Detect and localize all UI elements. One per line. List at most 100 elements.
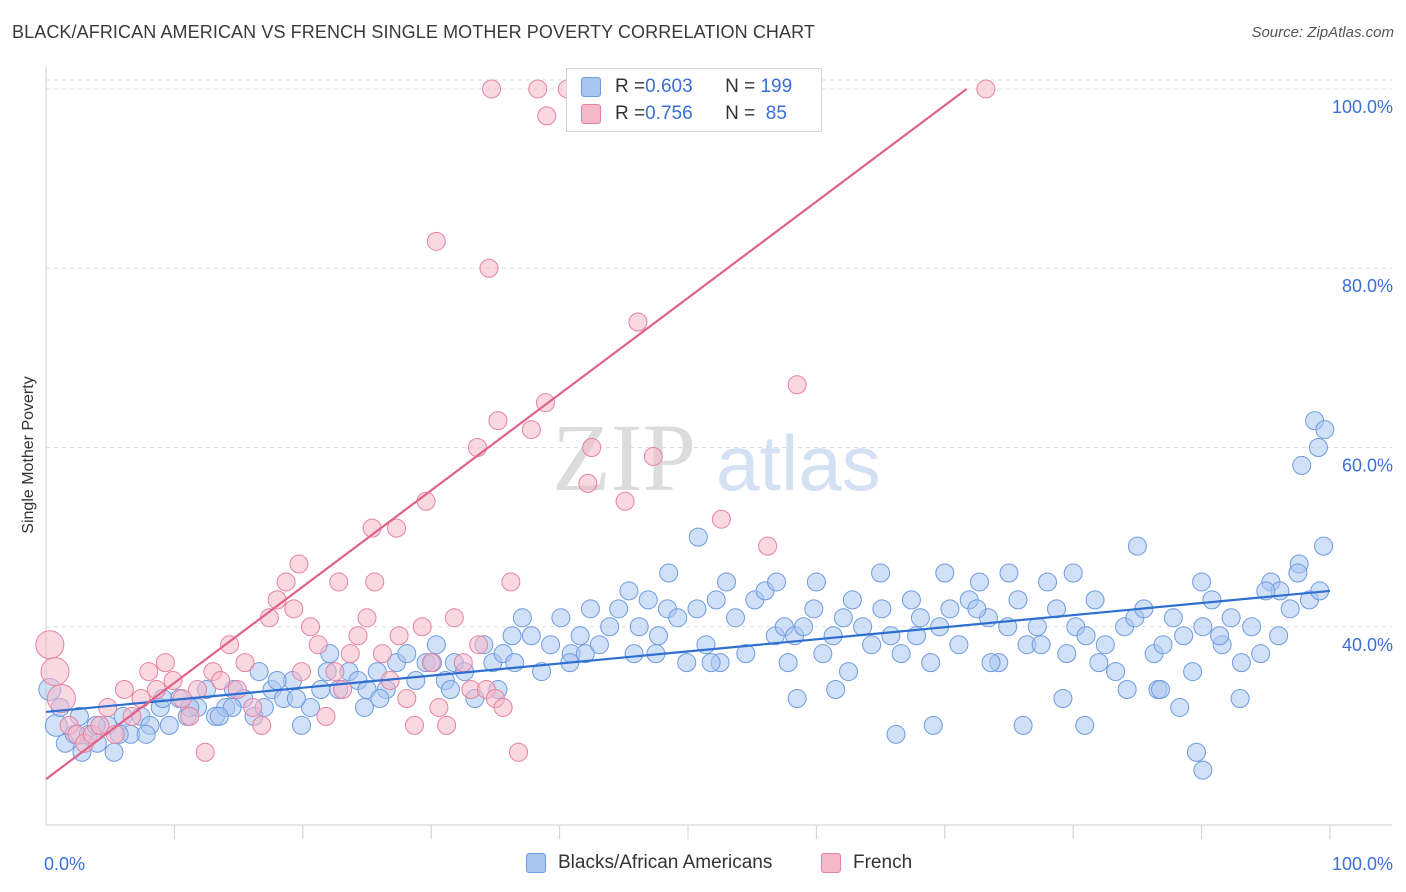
french-point — [482, 79, 502, 99]
french-point — [195, 742, 215, 762]
french-point — [628, 312, 648, 332]
french-point — [163, 671, 183, 691]
french-point — [139, 662, 159, 682]
blacks-point — [1075, 715, 1095, 735]
french-point — [289, 554, 309, 574]
french-point — [220, 635, 240, 655]
french-point — [365, 572, 385, 592]
french-point — [537, 106, 557, 126]
french-point — [429, 697, 449, 717]
french-point — [509, 742, 529, 762]
blacks-point — [688, 527, 708, 547]
blacks-point — [1008, 590, 1028, 610]
french-point — [340, 644, 360, 664]
r-label: R = — [615, 76, 646, 97]
stats-row-blacks: R = 0.603 N = 199 — [581, 74, 792, 100]
blacks-point — [1314, 536, 1334, 556]
blacks-point — [301, 697, 321, 717]
blacks-point — [286, 688, 306, 708]
blacks-point — [659, 563, 679, 583]
blacks-point — [1047, 599, 1067, 619]
blacks-point — [1210, 626, 1230, 646]
blacks-point — [1193, 760, 1213, 780]
blacks-point — [426, 635, 446, 655]
blacks-point — [1076, 626, 1096, 646]
r-label: R = — [615, 103, 646, 124]
blacks-point — [624, 644, 644, 664]
french-point — [348, 626, 368, 646]
blacks-point — [910, 608, 930, 628]
blacks-point — [717, 572, 737, 592]
french-point — [421, 653, 441, 673]
r-value: 0.756 — [645, 103, 693, 124]
french-point — [325, 662, 345, 682]
blacks-point — [629, 617, 649, 637]
blacks-point — [940, 599, 960, 619]
french-point — [405, 715, 425, 735]
blacks-point — [921, 653, 941, 673]
french-point — [387, 518, 407, 538]
blacks-point — [826, 680, 846, 700]
blacks-point — [580, 599, 600, 619]
watermark: ZIP atlas — [552, 404, 881, 511]
french-point — [467, 438, 487, 457]
blacks-point — [249, 662, 269, 682]
blacks-point — [1251, 644, 1271, 664]
french-point — [412, 617, 432, 637]
blacks-point — [1038, 572, 1058, 592]
pink-swatch — [581, 104, 601, 124]
blacks-point — [1231, 653, 1251, 673]
blue-swatch — [526, 853, 546, 873]
french-point — [357, 608, 377, 628]
legend-label: Blacks/African Americans — [558, 852, 773, 873]
blacks-point — [1256, 581, 1276, 601]
french-point — [488, 411, 508, 431]
blacks-point — [1192, 572, 1212, 592]
blacks-point — [1269, 626, 1289, 646]
blacks-point — [778, 653, 798, 673]
blacks-point — [1183, 662, 1203, 682]
blacks-point — [1117, 680, 1137, 700]
watermark-atlas: atlas — [716, 419, 881, 507]
y-tick-label: 100.0% — [1332, 97, 1393, 117]
french-point — [437, 715, 457, 735]
blacks-point — [600, 617, 620, 637]
french-point — [308, 635, 328, 655]
blacks-point — [999, 563, 1019, 583]
blacks-point — [949, 635, 969, 655]
data-points — [35, 79, 1335, 780]
blacks-point — [541, 635, 561, 655]
french-point — [276, 572, 296, 592]
blacks-point — [1193, 617, 1213, 637]
blacks-point — [891, 644, 911, 664]
french-point — [453, 653, 473, 673]
blacks-point — [1013, 715, 1033, 735]
tick-labels: 40.0% 60.0% 80.0% 100.0% 0.0% 100.0% — [44, 97, 1393, 874]
blacks-point — [311, 680, 331, 700]
blacks-point — [1221, 608, 1241, 628]
blacks-point — [1174, 626, 1194, 646]
french-point — [711, 509, 731, 529]
blacks-point — [981, 653, 1001, 673]
blacks-point — [1106, 662, 1126, 682]
blacks-point — [609, 599, 629, 619]
blacks-point — [1170, 697, 1190, 717]
pink-swatch — [821, 853, 841, 873]
blacks-point — [440, 680, 460, 700]
blacks-point — [726, 608, 746, 628]
blacks-point — [794, 617, 814, 637]
french-point — [114, 680, 134, 700]
blacks-point — [823, 626, 843, 646]
blacks-point — [1308, 438, 1328, 457]
blacks-point — [1280, 599, 1300, 619]
blacks-point — [209, 706, 229, 726]
french-trend-line — [45, 88, 968, 781]
french-point — [758, 536, 778, 556]
blacks-point — [833, 608, 853, 628]
r-value: 0.603 — [645, 76, 693, 97]
french-point — [90, 715, 110, 735]
blacks-point — [1315, 420, 1335, 440]
blacks-point — [804, 599, 824, 619]
blacks-point — [839, 662, 858, 682]
blacks-point — [701, 653, 721, 673]
